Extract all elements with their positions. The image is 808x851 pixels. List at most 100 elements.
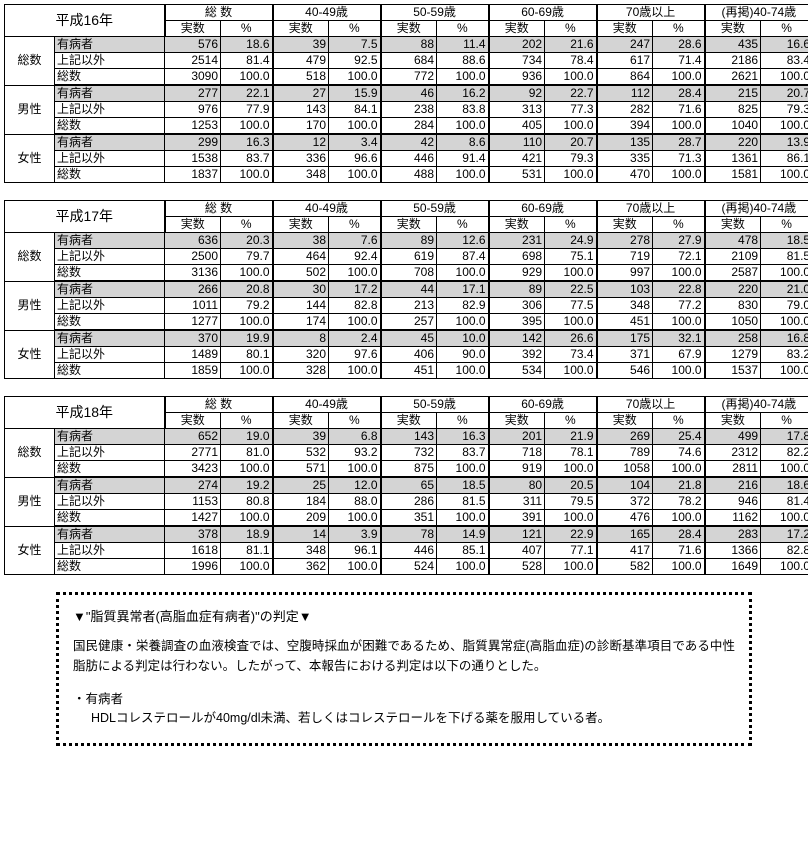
cell-count: 335: [597, 151, 653, 167]
cell-percent: 71.6: [653, 543, 705, 559]
cell-count: 830: [705, 298, 761, 314]
cell-count: 201: [489, 429, 545, 445]
cell-percent: 100.0: [761, 265, 808, 282]
cell-percent: 17.2: [329, 281, 381, 298]
sex-row-label: 女性: [5, 134, 55, 183]
cell-count: 1058: [597, 461, 653, 478]
cell-count: 719: [597, 249, 653, 265]
cell-count: 3090: [165, 69, 221, 86]
category-row-label: 総数: [55, 461, 165, 478]
definition-note-box: ▼"脂質異常者(高脂血症有病者)"の判定▼ 国民健康・栄養調査の血液検査では、空…: [56, 592, 752, 746]
age-group-header: 70歳以上: [597, 397, 705, 413]
cell-percent: 18.9: [221, 526, 273, 543]
measure-header-count: 実数: [705, 21, 761, 37]
cell-percent: 83.4: [761, 53, 808, 69]
cell-count: 571: [273, 461, 329, 478]
cell-percent: 86.1: [761, 151, 808, 167]
cell-percent: 100.0: [329, 363, 381, 379]
cell-percent: 18.5: [437, 477, 489, 494]
cell-percent: 100.0: [761, 314, 808, 331]
measure-header-percent: %: [329, 21, 381, 37]
cell-percent: 82.9: [437, 298, 489, 314]
cell-count: 997: [597, 265, 653, 282]
age-group-header: 40-49歳: [273, 5, 381, 21]
cell-percent: 10.0: [437, 330, 489, 347]
cell-count: 534: [489, 363, 545, 379]
cell-count: 328: [273, 363, 329, 379]
cell-percent: 100.0: [545, 265, 597, 282]
sex-row-label: 総数: [5, 429, 55, 478]
sex-row-label: 女性: [5, 330, 55, 379]
category-row-label: 上記以外: [55, 249, 165, 265]
cell-count: 976: [165, 102, 221, 118]
cell-count: 135: [597, 134, 653, 151]
cell-count: 362: [273, 559, 329, 575]
cell-percent: 100.0: [329, 314, 381, 331]
cell-count: 103: [597, 281, 653, 298]
age-group-header: (再掲)40-74歳: [705, 397, 808, 413]
cell-percent: 67.9: [653, 347, 705, 363]
cell-percent: 100.0: [221, 265, 273, 282]
cell-percent: 15.9: [329, 85, 381, 102]
measure-header-percent: %: [221, 413, 273, 429]
age-group-header: 60-69歳: [489, 5, 597, 21]
cell-percent: 100.0: [761, 167, 808, 183]
cell-percent: 20.7: [545, 134, 597, 151]
cell-count: 2811: [705, 461, 761, 478]
cell-percent: 16.6: [761, 37, 808, 53]
sex-row-label: 男性: [5, 477, 55, 526]
cell-percent: 18.5: [761, 233, 808, 249]
measure-header-percent: %: [437, 413, 489, 429]
cell-count: 142: [489, 330, 545, 347]
cell-percent: 100.0: [761, 363, 808, 379]
cell-percent: 100.0: [653, 69, 705, 86]
cell-count: 392: [489, 347, 545, 363]
cell-count: 772: [381, 69, 437, 86]
category-row-label: 有病者: [55, 281, 165, 298]
measure-header-count: 実数: [597, 21, 653, 37]
measure-header-count: 実数: [381, 21, 437, 37]
cell-count: 202: [489, 37, 545, 53]
cell-count: 2500: [165, 249, 221, 265]
cell-percent: 27.9: [653, 233, 705, 249]
age-group-header: (再掲)40-74歳: [705, 5, 808, 21]
cell-percent: 100.0: [761, 69, 808, 86]
cell-count: 1489: [165, 347, 221, 363]
cell-percent: 100.0: [437, 69, 489, 86]
cell-count: 619: [381, 249, 437, 265]
cell-percent: 71.6: [653, 102, 705, 118]
cell-percent: 16.2: [437, 85, 489, 102]
cell-count: 518: [273, 69, 329, 86]
cell-percent: 71.3: [653, 151, 705, 167]
cell-percent: 100.0: [221, 69, 273, 86]
year-title: 平成18年: [5, 397, 165, 429]
category-row-label: 有病者: [55, 429, 165, 445]
cell-count: 417: [597, 543, 653, 559]
cell-percent: 93.2: [329, 445, 381, 461]
cell-count: 3136: [165, 265, 221, 282]
cell-count: 2109: [705, 249, 761, 265]
cell-count: 446: [381, 151, 437, 167]
category-row-label: 上記以外: [55, 543, 165, 559]
cell-count: 464: [273, 249, 329, 265]
cell-count: 258: [705, 330, 761, 347]
cell-count: 582: [597, 559, 653, 575]
cell-count: 14: [273, 526, 329, 543]
cell-count: 220: [705, 281, 761, 298]
cell-count: 209: [273, 510, 329, 527]
cell-percent: 100.0: [437, 510, 489, 527]
cell-count: 394: [597, 118, 653, 135]
cell-percent: 18.6: [221, 37, 273, 53]
cell-percent: 100.0: [221, 118, 273, 135]
measure-header-percent: %: [653, 21, 705, 37]
cell-percent: 100.0: [437, 167, 489, 183]
measure-header-count: 実数: [381, 413, 437, 429]
category-row-label: 総数: [55, 265, 165, 282]
